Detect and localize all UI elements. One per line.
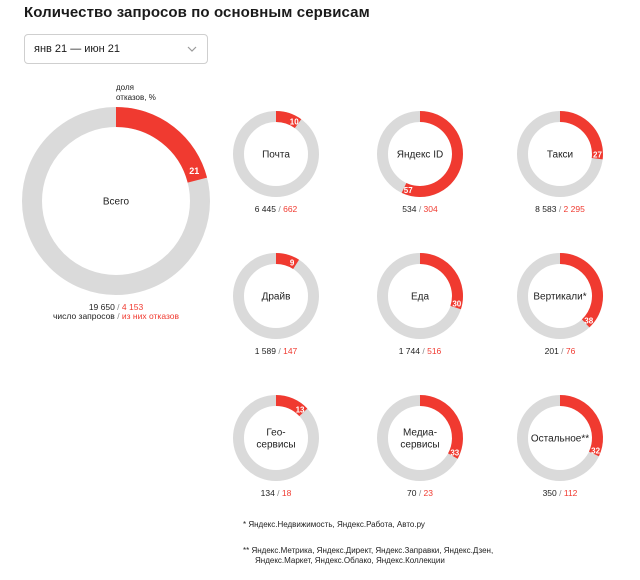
percent-label: 13 [296,406,305,415]
donut-center-label: Еда [411,292,430,303]
requests-count: 8 583 [535,204,557,214]
refusals-count: 662 [283,204,297,214]
donut-такси: 27 Такси 8 583 / 2 295 [517,111,603,214]
requests-count: 350 [543,488,557,498]
percent-label: 10 [290,118,299,127]
donut-center-label: Яндекс ID [397,150,443,161]
donut-counts: 534 / 304 [402,204,438,214]
refusal-share-arc [275,395,308,417]
percent-label: 38 [584,317,593,326]
refusal-share-arc [559,395,603,457]
donut-counts: 1 744 / 516 [399,346,442,356]
donut-яндекс-id: 57 Яндекс ID 534 / 304 [377,111,463,214]
donut-вертикали: 38 Вертикали* 201 / 76 [517,253,603,356]
refusals-count: 2 295 [564,204,586,214]
refusal-share-arc [401,111,463,197]
period-select-value: янв 21 — июн 21 [34,43,121,55]
donut-counts: 19 650 / 4 153 [89,302,144,312]
refusals-count: 516 [427,346,441,356]
donut-медиа-сервисы: 33 Медиа-сервисы 70 / 23 [377,395,463,498]
donut-center-label: Почта [262,150,290,161]
chevron-down-icon [187,44,197,57]
donut-counts: 350 / 112 [543,488,578,498]
requests-count: 201 [545,346,559,356]
refusal-share-arc [559,111,603,160]
refusals-count: 18 [282,488,292,498]
footnote-other: ** Яндекс.Метрика, Яндекс.Директ, Яндекс… [243,546,493,566]
donut-center-label: Медиа-сервисы [400,428,439,451]
percent-label: 57 [404,186,413,195]
refusal-share-arc [115,107,208,183]
requests-count: 1 589 [255,346,277,356]
requests-count: 6 445 [255,204,277,214]
donut-center-label: Гео-сервисы [256,428,295,451]
requests-count: 1 744 [399,346,421,356]
share-annotation: доля отказов, % [116,83,156,102]
donut-counts: 201 / 76 [545,346,576,356]
refusals-count: 112 [564,488,578,498]
footnote-other-line-1: ** Яндекс.Метрика, Яндекс.Директ, Яндекс… [243,546,494,555]
requests-count: 70 [407,488,417,498]
legend-refusals: из них отказов [122,311,180,321]
refusals-count: 147 [283,346,297,356]
donut-гео-сервисы: 13 Гео-сервисы 134 / 18 [233,395,319,498]
donut-всего: 21 Всего 19 650 / 4 153 [22,107,210,312]
percent-label: 21 [189,166,199,176]
donut-драйв: 9 Драйв 1 589 / 147 [233,253,319,356]
page-title: Количество запросов по основным сервисам [24,4,370,21]
refusals-count: 23 [424,488,434,498]
percent-label: 33 [450,449,459,458]
requests-count: 19 650 [89,302,115,312]
donut-counts: 8 583 / 2 295 [535,204,585,214]
donut-еда: 30 Еда 1 744 / 516 [377,253,463,356]
donut-center-label: Остальное** [531,434,589,445]
requests-count: 134 [261,488,275,498]
refusal-share-arc [559,253,603,328]
refusals-count: 76 [566,346,576,356]
percent-label: 27 [593,151,602,160]
total-legend: число запросов / из них отказов [53,311,179,321]
refusal-share-arc [275,111,302,129]
refusals-count: 304 [424,204,438,214]
footnote-verticals: * Яндекс.Недвижимость, Яндекс.Работа, Ав… [243,520,425,529]
refusals-count: 4 153 [122,302,144,312]
donut-center-label: Вертикали* [533,292,586,303]
refusal-share-arc [419,395,463,459]
donut-center-label: Такси [547,150,573,161]
legend-requests: число запросов [53,311,115,321]
donut-почта: 10 Почта 6 445 / 662 [233,111,319,214]
donut-counts: 134 / 18 [261,488,292,498]
percent-label: 9 [290,259,295,268]
refusal-share-arc [419,253,463,310]
donut-center-label: Всего [103,197,130,208]
refusal-share-arc [275,253,300,270]
footnote-other-line-2: Яндекс.Маркет, Яндекс.Облако, Яндекс.Кол… [255,556,445,565]
percent-label: 30 [452,300,461,309]
donut-counts: 6 445 / 662 [255,204,298,214]
donut-counts: 70 / 23 [407,488,433,498]
period-select[interactable]: янв 21 — июн 21 [24,34,208,64]
donut-center-label: Драйв [262,292,291,303]
requests-count: 534 [402,204,416,214]
percent-label: 32 [591,446,600,455]
donut-counts: 1 589 / 147 [255,346,298,356]
